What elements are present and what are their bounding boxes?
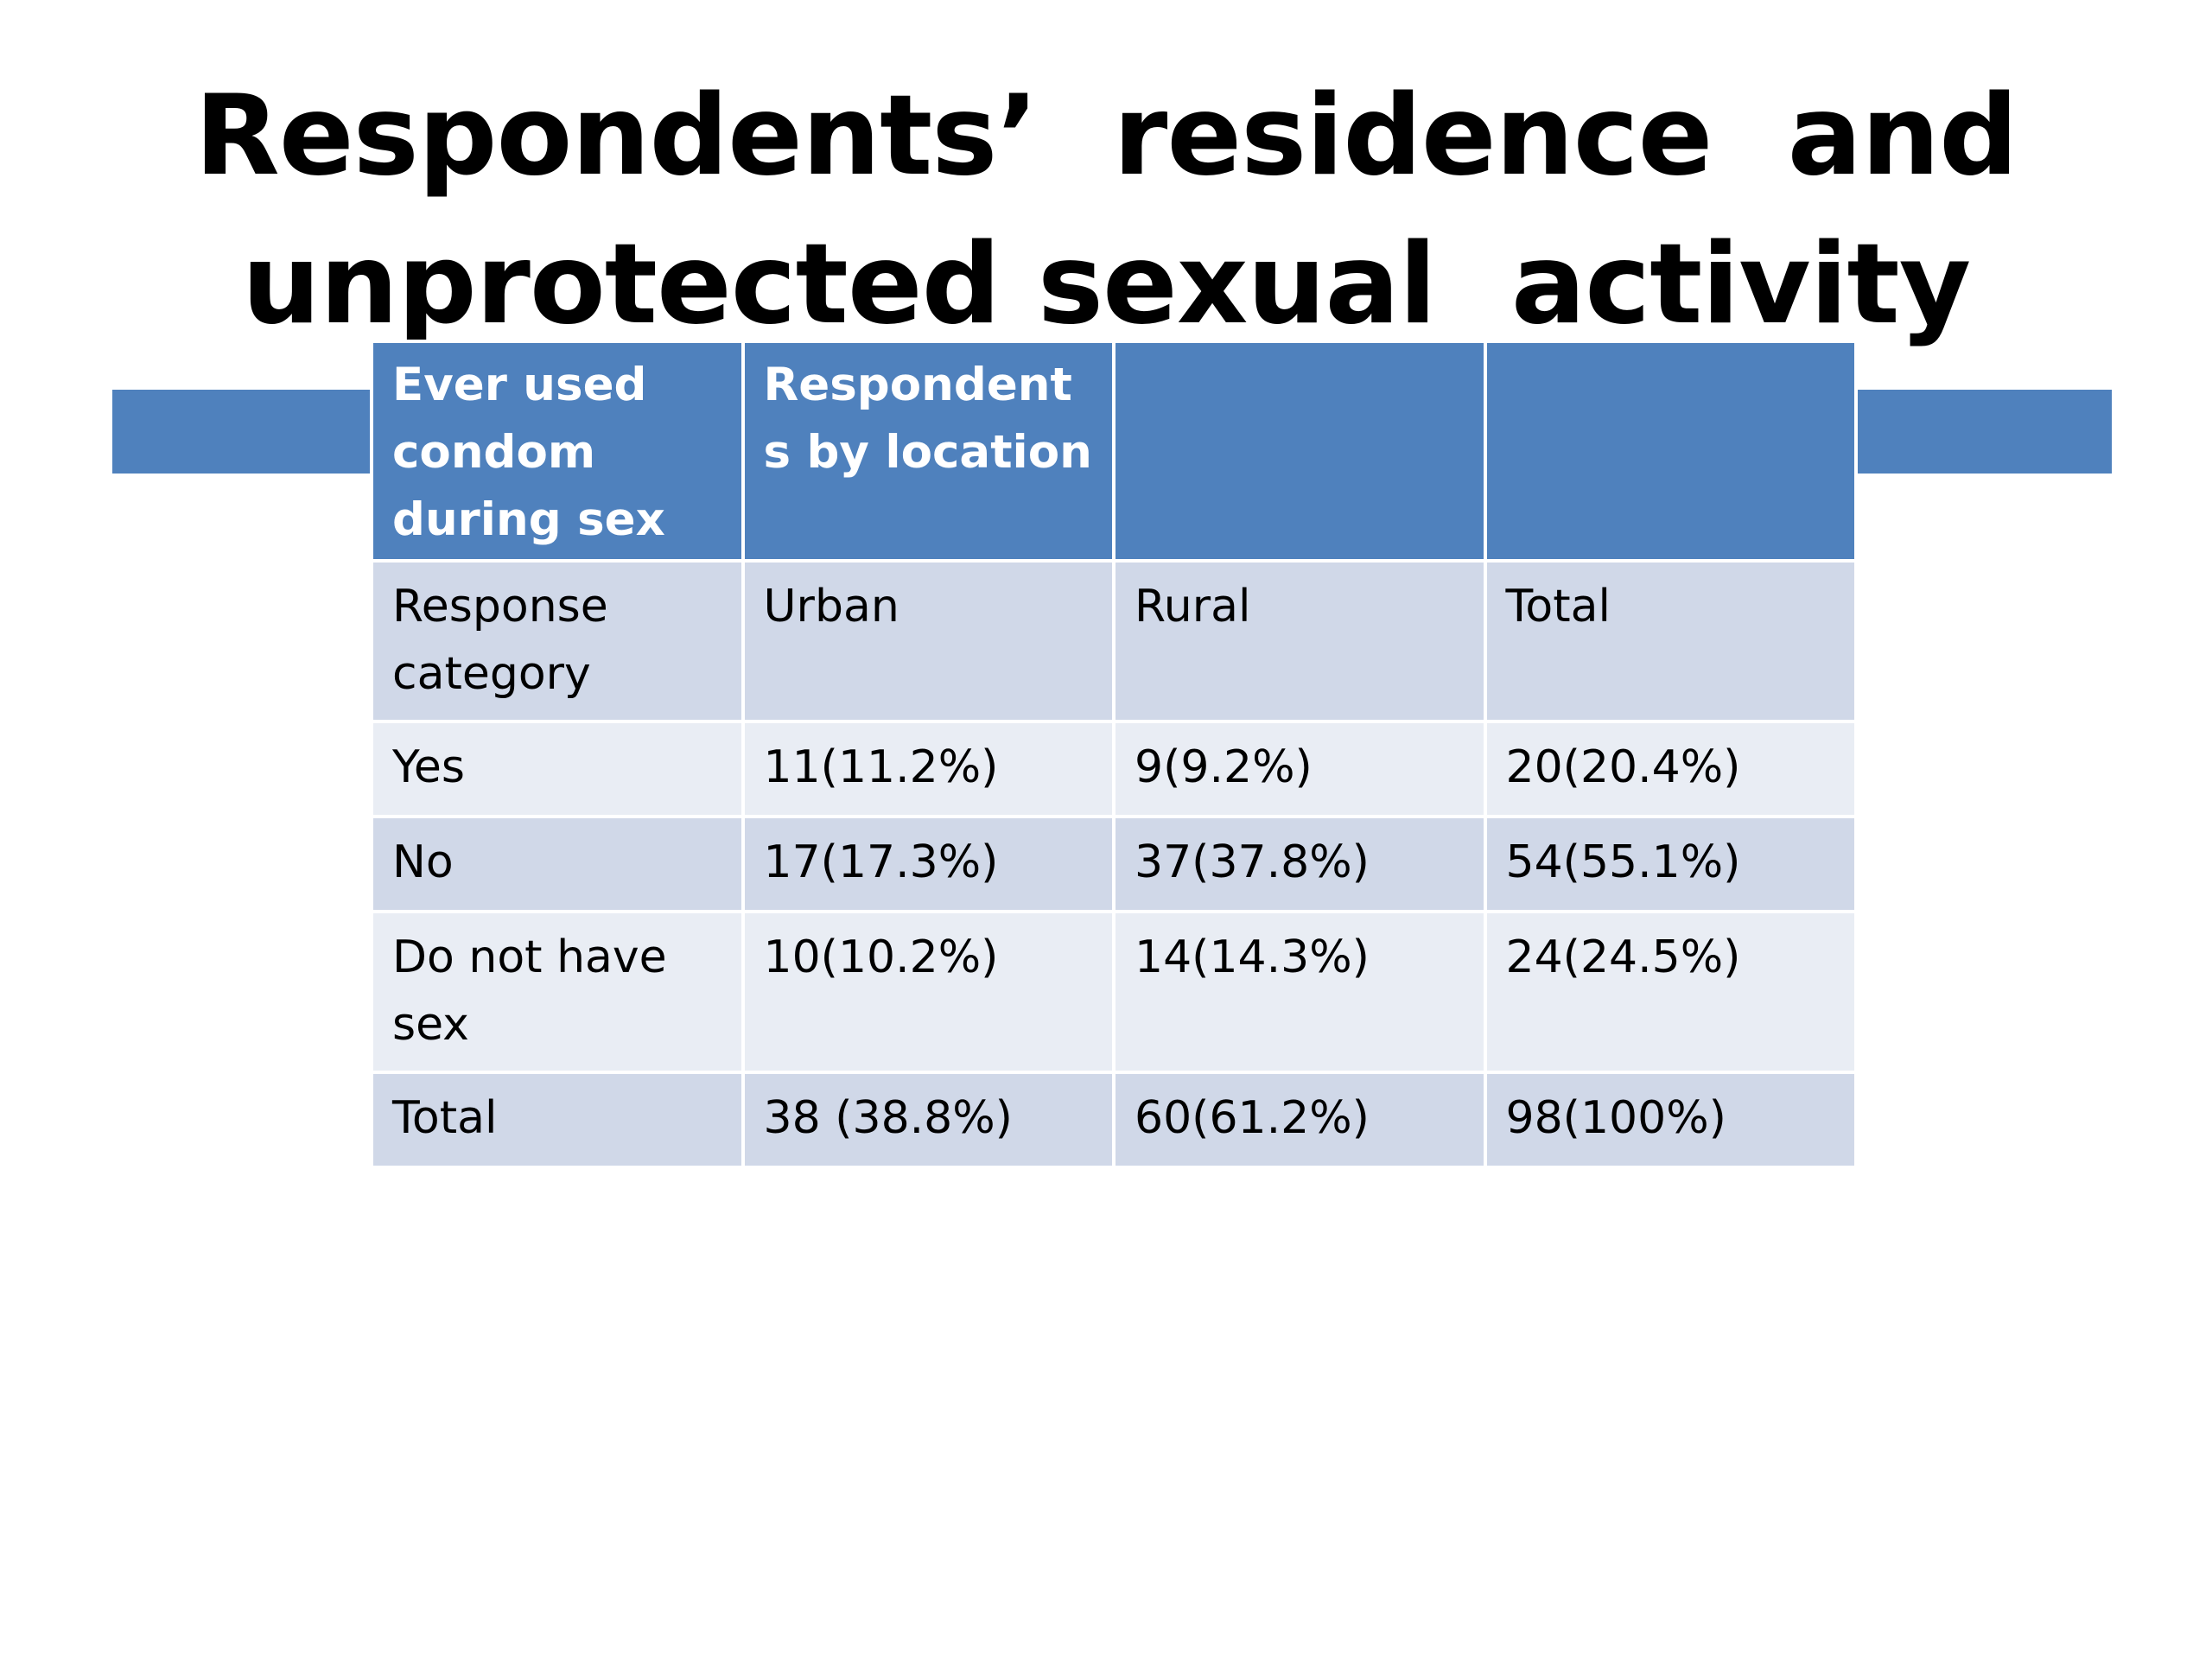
table-cell: 54(55.1%): [1483, 815, 1858, 913]
subheader-cell: Urban: [741, 559, 1116, 723]
table-cell: Do not have sex: [370, 910, 745, 1074]
table-row: Do not have sex 10(10.2%) 14(14.3%) 24(2…: [370, 910, 1858, 1074]
decorative-band-left: [112, 390, 370, 474]
subheader-cell: Total: [1483, 559, 1858, 723]
header-cell: [1112, 340, 1487, 563]
decorative-band-right: [1854, 390, 2112, 474]
table-cell: 37(37.8%): [1112, 815, 1487, 913]
table-row: Yes 11(11.2%) 9(9.2%) 20(20.4%): [370, 720, 1858, 818]
header-cell: Respondents by location: [741, 340, 1116, 563]
table-subheader-row: Response category Urban Rural Total: [370, 559, 1858, 723]
table-row: No 17(17.3%) 37(37.8%) 54(55.1%): [370, 815, 1858, 913]
table-cell: 17(17.3%): [741, 815, 1116, 913]
title-line-1: Respondents’ residence and: [194, 72, 2018, 200]
table-cell: 10(10.2%): [741, 910, 1116, 1074]
table-cell: Yes: [370, 720, 745, 818]
table-cell: 20(20.4%): [1483, 720, 1858, 818]
table-cell: 11(11.2%): [741, 720, 1116, 818]
header-cell: [1483, 340, 1858, 563]
title-line-2: unprotected sexual activity: [241, 220, 1971, 349]
subheader-cell: Rural: [1112, 559, 1487, 723]
table-row: Total 38 (38.8%) 60(61.2%) 98(100%): [370, 1071, 1858, 1169]
table-cell: 38 (38.8%): [741, 1071, 1116, 1169]
condom-use-by-location-table: Ever used condom during sex Respondents …: [370, 340, 1858, 1169]
table-header-row: Ever used condom during sex Respondents …: [370, 340, 1858, 563]
table-cell: 14(14.3%): [1112, 910, 1487, 1074]
table-cell: 98(100%): [1483, 1071, 1858, 1169]
table-cell: Total: [370, 1071, 745, 1169]
subheader-cell: Response category: [370, 559, 745, 723]
header-cell: Ever used condom during sex: [370, 340, 745, 563]
table-cell: No: [370, 815, 745, 913]
table-cell: 24(24.5%): [1483, 910, 1858, 1074]
table-cell: 60(61.2%): [1112, 1071, 1487, 1169]
slide-title: Respondents’ residence and unprotected s…: [0, 62, 2212, 359]
table-cell: 9(9.2%): [1112, 720, 1487, 818]
